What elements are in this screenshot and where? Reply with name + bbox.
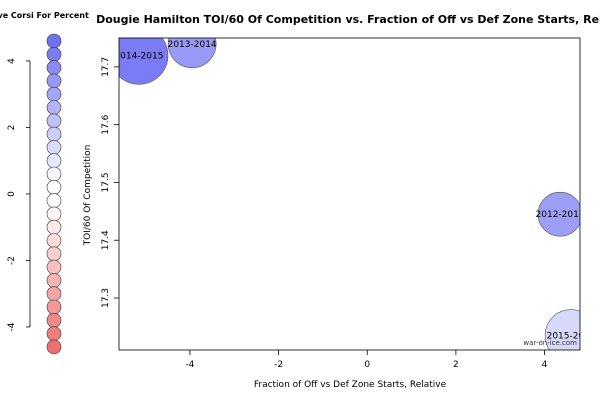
legend-tick-label-4: -4 [7,322,17,331]
legend-swatch-5 [46,100,62,115]
bubble-3 [544,309,580,350]
plot-area: 2014-2015 2013-2014 2012-2013 2015-2016 -4 -2… [101,37,596,370]
legend-swatch-16 [46,246,62,262]
legend-swatch-6 [46,113,62,129]
legend-tick-label-1: 2 [7,125,17,131]
y-axis-label: TOI/60 Of Competition [83,145,93,247]
legend-swatch-15 [46,233,62,248]
x-tick-label-2: 0 [364,360,370,370]
legend-swatch-21 [46,312,62,328]
legend-swatch-18 [46,273,62,288]
y-tick-label-1: 17.4 [101,230,111,250]
legend-swatch-7 [46,126,62,142]
bubble-label-1: 2013-2014 [168,40,217,50]
legend-swatch-9 [46,153,62,168]
plot-frame [118,37,581,351]
y-tick-label-3: 17.6 [101,114,111,134]
legend-title: Relative Corsi For Percent [0,11,89,20]
legend-tick-label-3: -2 [7,256,17,265]
x-tick-label-0: -4 [185,360,194,370]
color-legend: 4 2 0 -2 -4 [7,33,62,355]
chart-title: Dougie Hamilton TOI/60 Of Competition vs… [96,13,600,26]
y-tick-label-0: 17.3 [101,288,111,308]
legend-swatch-19 [46,286,62,302]
x-tick-label-3: 2 [453,360,459,370]
legend-swatch-0 [46,33,62,49]
bubble-label-2: 2012-2013 [536,210,585,220]
legend-swatch-1 [46,46,62,62]
legend-swatch-11 [46,180,62,195]
bubble-0 [119,38,169,85]
legend-swatch-2 [46,60,62,75]
y-tick-label-2: 17.5 [101,172,111,192]
legend-swatch-14 [46,219,62,235]
legend-swatch-13 [46,206,62,222]
y-tick-label-4: 17.7 [101,57,111,77]
bubbles: 2014-2015 2013-2014 2012-2013 2015-2016 [114,38,596,350]
x-tick-label-1: -2 [274,360,283,370]
legend-swatch-8 [46,140,62,155]
x-axis-label: Fraction of Off vs Def Zone Starts, Rela… [254,380,447,390]
legend-swatch-3 [46,73,62,89]
legend-tick-label-0: 4 [7,58,17,64]
legend-swatch-12 [46,193,62,208]
legend-swatch-10 [46,166,62,182]
legend-swatch-20 [46,299,62,315]
legend-swatch-23 [46,339,62,355]
legend-tick-label-2: 0 [7,191,17,197]
bubble-1 [167,38,217,69]
x-tick-label-4: 4 [542,360,548,370]
bubble-label-3: 2015-2016 [547,332,596,342]
legend-swatch-4 [46,86,62,102]
bubble-label-0: 2014-2015 [114,51,163,61]
watermark: war-on-ice.com [523,339,577,347]
legend-swatch-22 [46,326,62,341]
legend-swatch-17 [46,259,62,275]
bubble-2 [537,191,580,237]
